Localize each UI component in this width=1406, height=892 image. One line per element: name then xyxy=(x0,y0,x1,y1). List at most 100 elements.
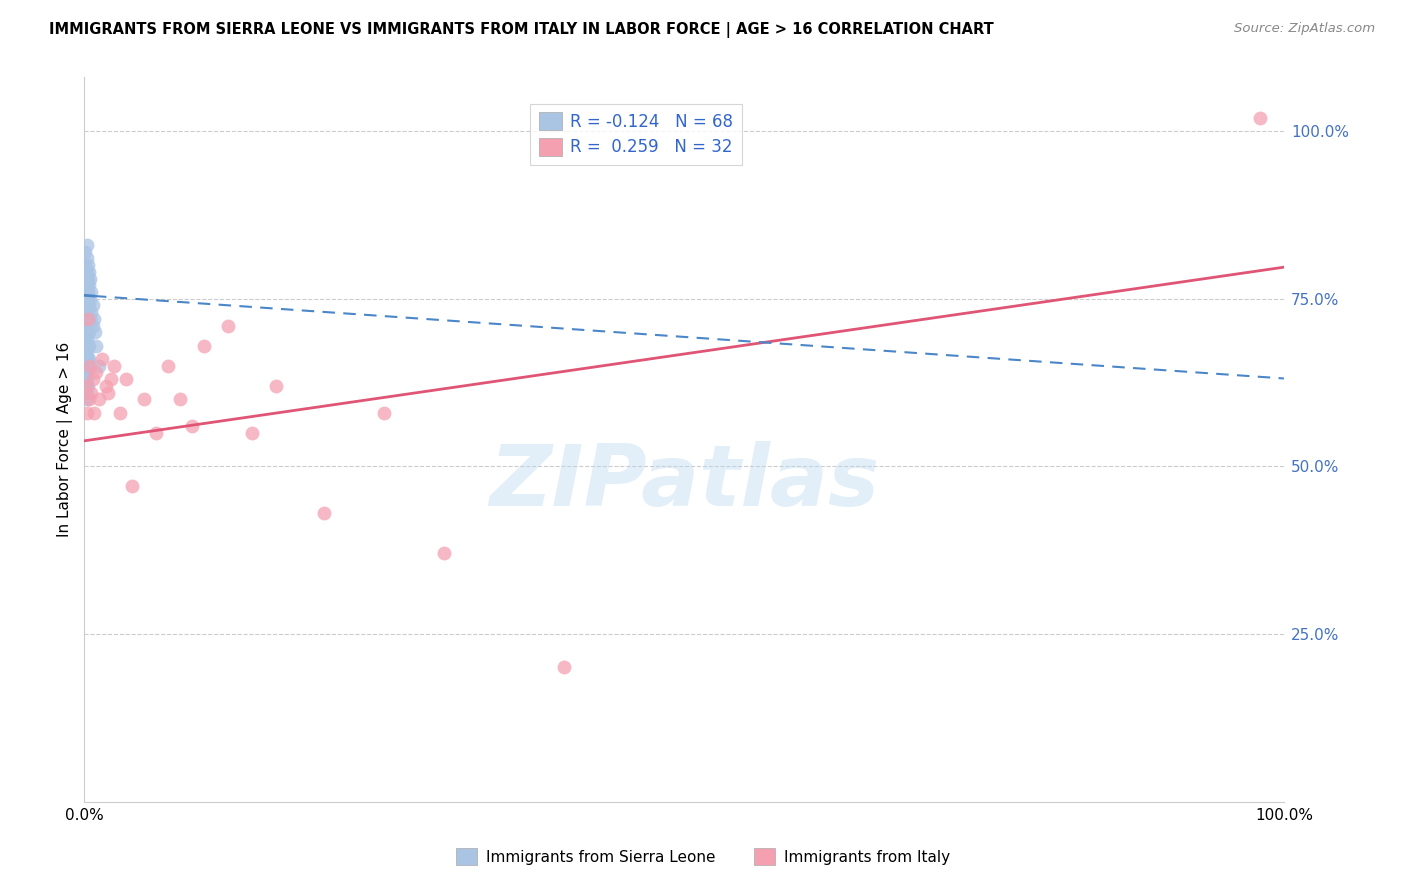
Point xyxy=(110,406,132,420)
Point xyxy=(79,311,101,326)
Point xyxy=(75,345,97,359)
Point xyxy=(76,332,98,346)
Text: IMMIGRANTS FROM SIERRA LEONE VS IMMIGRANTS FROM ITALY IN LABOR FORCE | AGE > 16 : IMMIGRANTS FROM SIERRA LEONE VS IMMIGRAN… xyxy=(49,22,994,38)
Point xyxy=(76,311,98,326)
Point xyxy=(76,271,98,285)
Point xyxy=(76,305,98,319)
Point xyxy=(97,385,120,400)
Point xyxy=(75,318,97,333)
Point xyxy=(134,392,156,407)
Point xyxy=(77,366,100,380)
Point xyxy=(77,352,100,367)
Point xyxy=(77,285,100,299)
Point xyxy=(82,298,104,312)
Point xyxy=(76,278,98,293)
Text: Source: ZipAtlas.com: Source: ZipAtlas.com xyxy=(1234,22,1375,36)
Point xyxy=(80,385,103,400)
Point xyxy=(77,265,100,279)
Point xyxy=(77,379,100,393)
Point xyxy=(75,285,97,299)
Point xyxy=(77,311,100,326)
Point xyxy=(76,345,98,359)
Point xyxy=(77,338,100,352)
Point xyxy=(75,244,97,259)
Point xyxy=(80,305,103,319)
Point xyxy=(77,352,100,367)
Point xyxy=(75,338,97,352)
Point xyxy=(75,359,97,373)
Point xyxy=(115,372,138,386)
Point xyxy=(75,265,97,279)
Point xyxy=(82,372,104,386)
Point xyxy=(75,271,97,285)
Point xyxy=(76,325,98,339)
Point xyxy=(145,425,167,440)
Text: ZIPatlas: ZIPatlas xyxy=(489,442,879,524)
Point xyxy=(76,372,98,386)
Point xyxy=(84,325,107,339)
Point xyxy=(79,271,101,285)
Point xyxy=(76,366,98,380)
Point xyxy=(83,406,105,420)
Point xyxy=(314,506,336,520)
Point xyxy=(94,379,117,393)
Point xyxy=(77,271,100,285)
Point xyxy=(76,298,98,312)
Point xyxy=(157,359,180,373)
Point xyxy=(75,372,97,386)
Point xyxy=(264,379,287,393)
Point xyxy=(76,385,98,400)
Point xyxy=(75,379,97,393)
Point xyxy=(83,311,105,326)
Point xyxy=(75,298,97,312)
Point xyxy=(75,332,97,346)
Point xyxy=(75,366,97,380)
Legend: Immigrants from Sierra Leone, Immigrants from Italy: Immigrants from Sierra Leone, Immigrants… xyxy=(450,842,956,871)
Point xyxy=(76,292,98,306)
Point xyxy=(181,419,204,434)
Point xyxy=(79,359,101,373)
Point xyxy=(77,258,100,272)
Point xyxy=(76,392,98,407)
Point xyxy=(433,546,456,560)
Point xyxy=(76,379,98,393)
Point xyxy=(84,366,107,380)
Point xyxy=(77,325,100,339)
Point xyxy=(75,292,97,306)
Point xyxy=(121,479,143,493)
Point xyxy=(1249,111,1271,125)
Point xyxy=(77,311,100,326)
Point xyxy=(75,258,97,272)
Point xyxy=(75,311,97,326)
Point xyxy=(76,406,98,420)
Point xyxy=(75,278,97,293)
Point xyxy=(91,352,114,367)
Point xyxy=(79,292,101,306)
Point xyxy=(76,352,98,367)
Point xyxy=(87,359,110,373)
Point xyxy=(75,325,97,339)
Point xyxy=(77,325,100,339)
Point xyxy=(76,238,98,252)
Point xyxy=(169,392,191,407)
Point xyxy=(76,252,98,266)
Point xyxy=(75,352,97,367)
Point xyxy=(87,392,110,407)
Point xyxy=(80,285,103,299)
Point xyxy=(217,318,239,333)
Point xyxy=(77,298,100,312)
Point xyxy=(84,338,107,352)
Point xyxy=(373,406,395,420)
Point xyxy=(76,359,98,373)
Point xyxy=(240,425,263,440)
Point xyxy=(75,305,97,319)
Point xyxy=(77,392,100,407)
Point xyxy=(77,338,100,352)
Point xyxy=(77,278,100,293)
Point xyxy=(76,338,98,352)
Legend: R = -0.124   N = 68, R =  0.259   N = 32: R = -0.124 N = 68, R = 0.259 N = 32 xyxy=(530,103,742,164)
Point xyxy=(82,318,104,333)
Point xyxy=(77,298,100,312)
Point xyxy=(76,265,98,279)
Point xyxy=(100,372,122,386)
